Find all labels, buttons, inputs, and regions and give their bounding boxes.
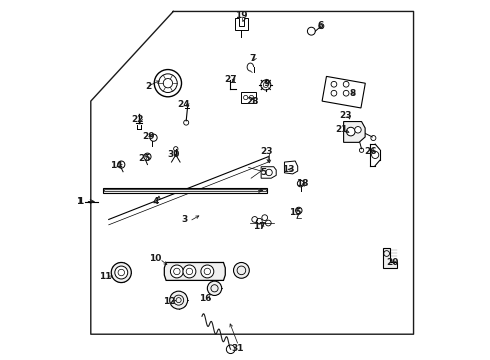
Text: 28: 28: [246, 96, 258, 105]
Text: 3: 3: [181, 215, 187, 224]
Text: 16: 16: [199, 294, 212, 303]
Circle shape: [170, 291, 188, 309]
Text: 15: 15: [289, 208, 301, 217]
Text: 7: 7: [249, 54, 255, 63]
Text: 21: 21: [336, 125, 348, 134]
Circle shape: [346, 127, 355, 136]
Polygon shape: [383, 248, 397, 268]
Bar: [322, 76, 366, 108]
Text: 19: 19: [235, 10, 248, 19]
Text: 14: 14: [110, 161, 122, 170]
Polygon shape: [343, 122, 365, 142]
Text: 30: 30: [167, 150, 179, 159]
Text: 23: 23: [260, 147, 273, 156]
Text: 24: 24: [178, 100, 190, 109]
Text: 11: 11: [99, 272, 111, 281]
Text: 1: 1: [77, 197, 83, 206]
Text: 5: 5: [260, 168, 266, 177]
Circle shape: [115, 266, 128, 279]
Text: 4: 4: [152, 197, 159, 206]
Text: 20: 20: [386, 258, 398, 267]
Polygon shape: [164, 262, 225, 280]
Text: 25: 25: [138, 154, 151, 163]
Text: 13: 13: [282, 165, 294, 174]
Text: 23: 23: [339, 111, 352, 120]
Text: 17: 17: [253, 222, 266, 231]
Circle shape: [355, 127, 361, 133]
Text: 27: 27: [224, 75, 237, 84]
Text: 18: 18: [296, 179, 309, 188]
Text: 29: 29: [142, 132, 154, 141]
Text: 9: 9: [263, 79, 270, 88]
Text: 2: 2: [145, 82, 151, 91]
Text: 12: 12: [164, 297, 176, 306]
Circle shape: [207, 281, 221, 296]
Circle shape: [183, 265, 196, 278]
Circle shape: [234, 262, 249, 278]
Text: 22: 22: [131, 114, 144, 123]
Text: 26: 26: [364, 147, 377, 156]
Text: 8: 8: [349, 89, 356, 98]
Circle shape: [201, 265, 214, 278]
Polygon shape: [103, 188, 267, 193]
Text: 31: 31: [232, 344, 244, 353]
Bar: [241, 93, 256, 103]
Circle shape: [171, 265, 183, 278]
Text: 6: 6: [317, 21, 323, 30]
Circle shape: [111, 262, 131, 283]
Text: 10: 10: [149, 255, 162, 264]
Polygon shape: [104, 189, 266, 192]
Text: 1: 1: [76, 197, 82, 206]
